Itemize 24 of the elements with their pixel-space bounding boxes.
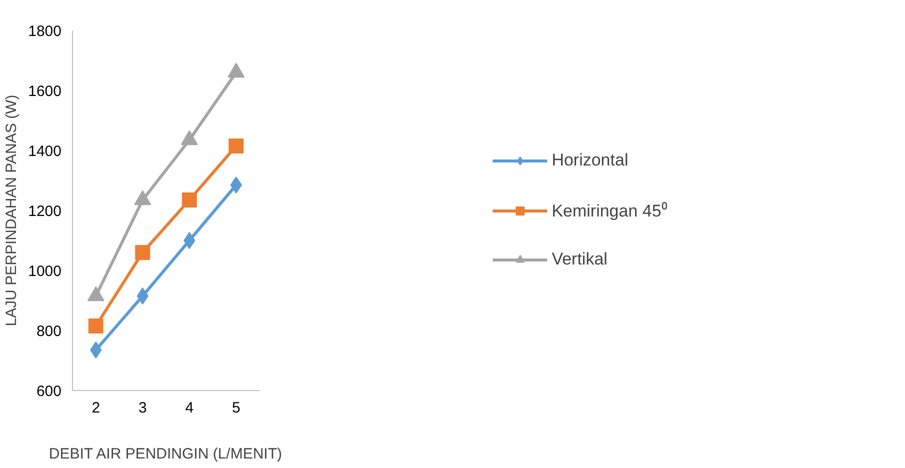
y-tick-label: 1600: [28, 83, 62, 100]
point: [90, 342, 102, 358]
x-axis-title: DEBIT AIR PENDINGIN (L/MENIT): [48, 446, 282, 462]
y-tick-label: 800: [36, 323, 62, 340]
legend-label: Kemiringan 45⁰: [552, 200, 668, 222]
point: [135, 245, 150, 260]
y-axis-title: LAJU PERPINDAHAN PANAS (W): [3, 94, 20, 326]
legend-label: Vertikal: [552, 250, 608, 270]
x-tick-label: 2: [92, 400, 100, 416]
point: [184, 232, 196, 249]
y-tick-label: 1800: [28, 23, 62, 40]
x-tick-label: 3: [138, 400, 147, 416]
y-tick-label: 600: [36, 383, 62, 400]
point: [230, 176, 242, 194]
point: [228, 138, 244, 154]
x-tick-label: 5: [232, 400, 240, 416]
point: [88, 318, 104, 334]
point: [136, 288, 148, 304]
y-tick-label: 1200: [28, 203, 62, 220]
y-tick-label: 1400: [28, 143, 62, 160]
point: [182, 192, 197, 208]
y-tick-label: 1000: [28, 263, 62, 280]
x-tick-label: 4: [185, 400, 194, 416]
legend-label: Horizontal: [552, 150, 628, 170]
